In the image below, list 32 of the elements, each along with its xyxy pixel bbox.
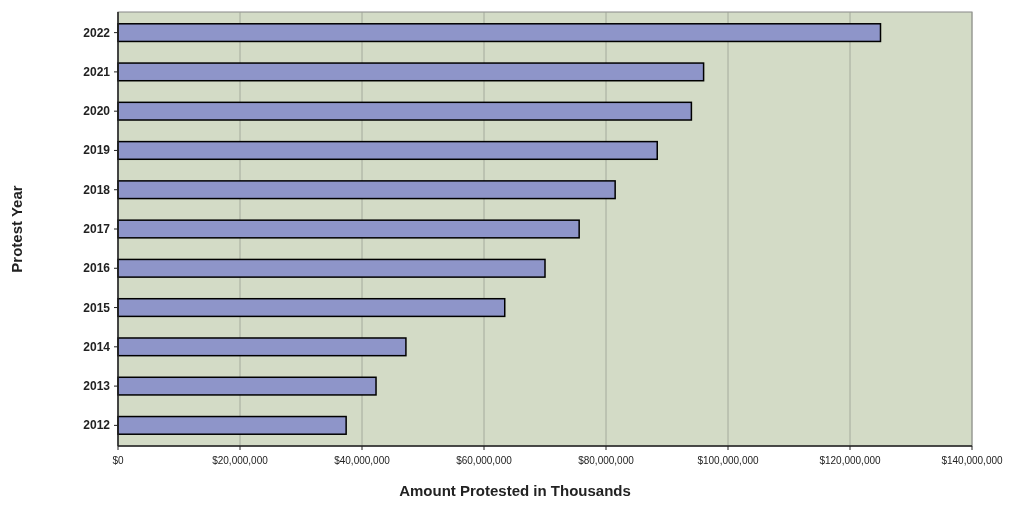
x-tick-label: $100,000,000: [697, 455, 760, 466]
bar: [117, 297, 506, 318]
y-tick-label: 2016: [83, 261, 111, 276]
y-tick-label: 2020: [83, 104, 111, 119]
x-tick-label: $40,000,000: [334, 455, 391, 466]
x-tick-label: $0: [112, 455, 124, 466]
y-tick-label: 2014: [83, 339, 111, 354]
bar: [117, 23, 882, 43]
bar: [117, 62, 705, 82]
y-tick-label: 2012: [83, 418, 111, 433]
y-tick-label: 2015: [83, 300, 111, 315]
bar: [117, 337, 407, 357]
y-tick-label: 2022: [83, 25, 111, 40]
bar: [117, 180, 616, 200]
bar: [117, 258, 546, 278]
bar: [117, 376, 377, 396]
x-tick-label: $20,000,000: [212, 455, 269, 466]
x-tick-label: $80,000,000: [578, 455, 635, 466]
y-tick-label: 2017: [83, 222, 111, 236]
bar: [117, 140, 658, 161]
bar: [117, 415, 347, 435]
x-axis-title: Amount Protested in Thousands: [399, 482, 631, 499]
x-tick-label: $60,000,000: [456, 455, 513, 466]
bar: [117, 219, 580, 239]
y-tick-label: 2021: [83, 64, 111, 79]
x-tick-label: $120,000,000: [819, 455, 882, 466]
y-tick-label: 2018: [83, 182, 111, 197]
y-axis-title: Protest Year: [8, 185, 25, 273]
bar: [117, 101, 693, 121]
y-tick-label: 2019: [83, 143, 111, 158]
x-tick-label: $140,000,000: [941, 455, 1004, 466]
y-tick-label: 2013: [83, 379, 111, 394]
